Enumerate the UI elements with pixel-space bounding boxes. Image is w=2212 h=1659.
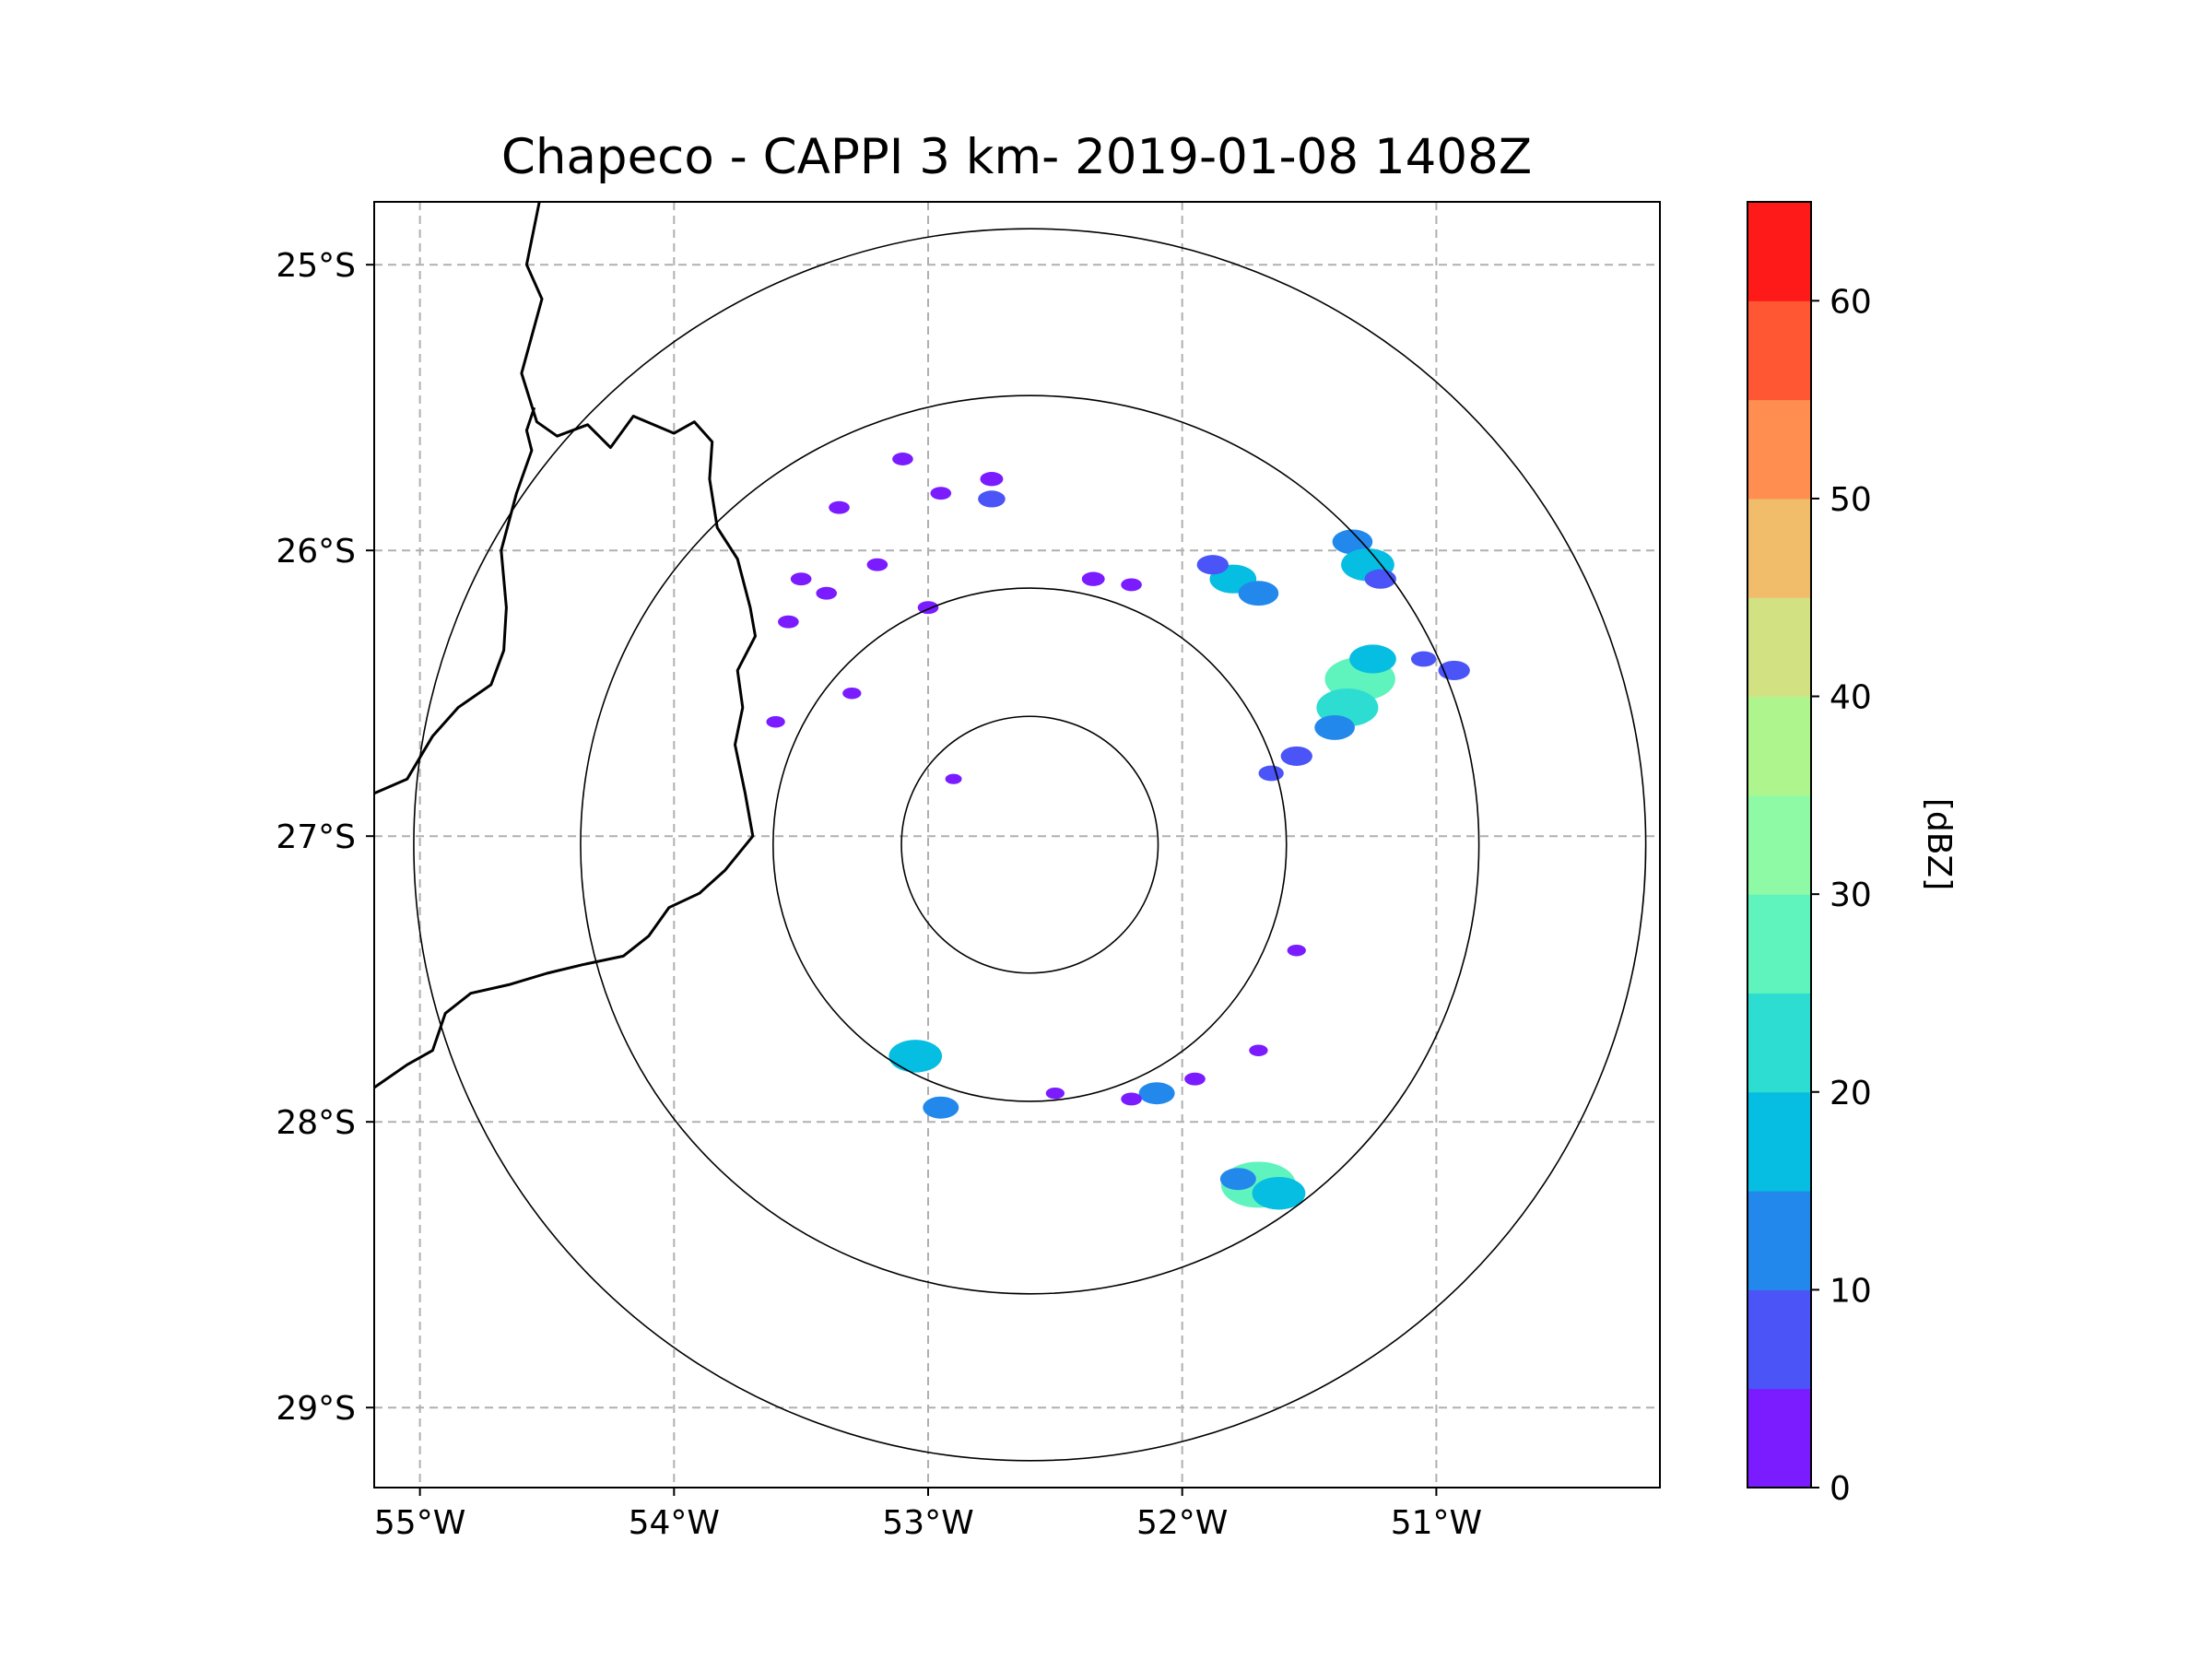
radar-echo: [1252, 1176, 1306, 1210]
colorbar-segment: [1747, 993, 1811, 1093]
colorbar-label: [dBZ]: [1920, 798, 1958, 890]
colorbar-segment: [1747, 300, 1811, 401]
radar-echo: [842, 687, 862, 700]
radar-echo: [1238, 581, 1279, 606]
axes-background: [374, 202, 1660, 1488]
map-axes: 55°W 54°W 53°W 52°W 51°W 25°S 26°S 27°S 28°S 29°…: [276, 201, 1661, 1542]
argentina-border: [374, 406, 536, 795]
radar-echo: [778, 615, 799, 629]
radar-echo: [1184, 1072, 1206, 1086]
colorbar-tick-label: 50: [1830, 481, 1872, 519]
radar-echo: [866, 558, 888, 571]
axes-frame: [373, 201, 1661, 1488]
colorbar-tick-label: 20: [1830, 1075, 1872, 1112]
radar-echo: [1410, 651, 1437, 667]
radar-echo: [1280, 746, 1312, 766]
radar-echo: [1314, 714, 1355, 740]
radar-echo: [1121, 1092, 1142, 1106]
radar-echo: [1196, 555, 1229, 575]
colorbar-segment: [1747, 202, 1811, 301]
chart-title: Chapeco - CAPPI 3 km- 2019-01-08 1408Z: [501, 129, 1532, 185]
colorbar-segment: [1747, 1191, 1811, 1290]
colorbar-segment: [1747, 794, 1811, 895]
range-rings: [413, 228, 1647, 1462]
colorbar-segment: [1747, 498, 1811, 598]
range-ring: [900, 715, 1159, 974]
radar-echo: [766, 715, 785, 728]
radar-echo: [930, 487, 952, 500]
colorbar-frame: [1747, 201, 1812, 1488]
y-tick-label: 25°S: [276, 247, 356, 285]
x-tick-label: 52°W: [1136, 1504, 1228, 1542]
radar-echo: [1332, 529, 1373, 555]
x-tick-label: 54°W: [629, 1504, 720, 1542]
colorbar-ticks: 0 10 20 30 40 50 60: [1811, 283, 1872, 1508]
y-tick-label: 28°S: [276, 1104, 356, 1142]
y-tick-label: 26°S: [276, 533, 356, 571]
colorbar-segment: [1747, 696, 1811, 796]
colorbar: 0 10 20 30 40 50 60 [dBZ]: [1747, 201, 1958, 1508]
radar-echo: [1258, 765, 1284, 782]
radar-echo: [1045, 1087, 1065, 1100]
radar-echo: [1219, 1168, 1256, 1191]
radar-echo: [1287, 944, 1306, 957]
radar-echo: [1349, 644, 1396, 674]
range-ring: [772, 587, 1288, 1102]
x-tick-label: 55°W: [374, 1504, 465, 1542]
colorbar-tick-label: 60: [1830, 283, 1872, 321]
colorbar-segment: [1747, 597, 1811, 698]
state-boundaries: [374, 202, 757, 1089]
radar-echo: [888, 1040, 943, 1073]
colorbar-tick-label: 10: [1830, 1272, 1872, 1310]
y-tick-label: 29°S: [276, 1390, 356, 1428]
radar-echo: [978, 490, 1006, 508]
colorbar-segment: [1747, 894, 1811, 994]
colorbar-segment: [1747, 1388, 1811, 1488]
radar-echo: [892, 453, 913, 465]
colorbar-segment: [1747, 1091, 1811, 1192]
range-ring: [413, 228, 1647, 1462]
radar-echo: [816, 586, 838, 600]
colorbar-segment: [1747, 1289, 1811, 1390]
parana-border: [374, 202, 757, 1089]
radar-echo: [1138, 1082, 1175, 1105]
x-tick-label: 51°W: [1391, 1504, 1482, 1542]
radar-echo: [945, 773, 962, 784]
colorbar-segment: [1747, 399, 1811, 500]
x-axis-ticks: 55°W 54°W 53°W 52°W 51°W: [374, 1488, 1482, 1542]
range-ring: [580, 394, 1480, 1295]
x-tick-label: 53°W: [882, 1504, 973, 1542]
colorbar-tick-label: 0: [1830, 1470, 1851, 1508]
radar-echo: [1081, 571, 1105, 586]
radar-echo: [790, 572, 812, 586]
radar-echo: [980, 472, 1004, 487]
y-axis-ticks: 25°S 26°S 27°S 28°S 29°S: [276, 247, 374, 1428]
radar-echo: [829, 500, 850, 514]
radar-echo: [1121, 578, 1142, 592]
radar-echo: [923, 1096, 959, 1119]
gridlines: [374, 202, 1660, 1488]
colorbar-segments: [1747, 202, 1811, 1488]
radar-echo: [1249, 1044, 1268, 1056]
colorbar-tick-label: 30: [1830, 877, 1872, 914]
y-tick-label: 27°S: [276, 818, 356, 856]
colorbar-tick-label: 40: [1830, 679, 1872, 717]
radar-echoes: [766, 453, 1470, 1210]
